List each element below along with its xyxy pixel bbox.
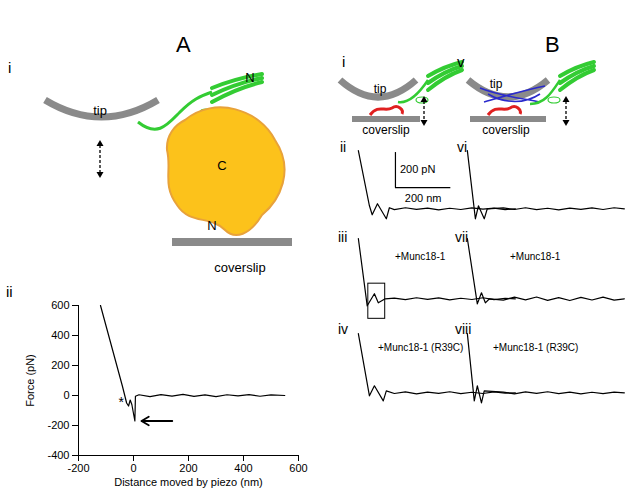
svg-text:0: 0 [130, 462, 136, 474]
svg-text:Force (pN): Force (pN) [24, 354, 36, 407]
svg-text:coverslip: coverslip [214, 260, 265, 275]
html-text:i: i [8, 59, 12, 76]
svg-text:200 nm: 200 nm [405, 192, 442, 204]
html-text:i: i [342, 53, 346, 70]
svg-text:600: 600 [289, 462, 307, 474]
svg-text:coverslip: coverslip [362, 123, 410, 137]
svg-text:tip: tip [374, 82, 387, 96]
html-text:ii: ii [6, 283, 13, 300]
html-text:B: B [545, 32, 560, 57]
html-text:+Munc18-1: +Munc18-1 [395, 251, 446, 262]
svg-text:N: N [207, 218, 216, 233]
html-text:A: A [176, 32, 191, 57]
svg-text:-400: -400 [47, 449, 69, 461]
html-text:+Munc18-1 (R39C): +Munc18-1 (R39C) [378, 342, 464, 353]
html-text:v: v [457, 53, 465, 70]
svg-text:-200: -200 [47, 419, 69, 431]
html-text:iv: iv [338, 321, 349, 337]
svg-text:tip: tip [490, 77, 503, 91]
svg-text:200: 200 [179, 462, 197, 474]
svg-text:0: 0 [63, 389, 69, 401]
html-text:iii: iii [338, 229, 348, 245]
svg-text:tip: tip [93, 103, 107, 118]
html-text:viii: viii [455, 321, 472, 337]
svg-text:*: * [118, 394, 124, 410]
svg-text:200: 200 [51, 359, 69, 371]
svg-text:600: 600 [51, 299, 69, 311]
svg-text:-200: -200 [67, 462, 89, 474]
html-text:+Munc18-1 (R39C): +Munc18-1 (R39C) [493, 342, 579, 353]
svg-text:coverslip: coverslip [482, 123, 530, 137]
svg-text:Distance moved by piezo (nm): Distance moved by piezo (nm) [114, 476, 263, 488]
html-text:vi: vi [457, 139, 468, 155]
html-text:ii: ii [340, 139, 347, 155]
svg-text:N: N [245, 70, 254, 85]
svg-text:C: C [217, 158, 226, 173]
svg-text:400: 400 [51, 329, 69, 341]
svg-text:200 pN: 200 pN [400, 163, 436, 175]
html-text:vii: vii [455, 229, 469, 245]
html-text:+Munc18-1: +Munc18-1 [510, 251, 561, 262]
svg-text:400: 400 [234, 462, 252, 474]
